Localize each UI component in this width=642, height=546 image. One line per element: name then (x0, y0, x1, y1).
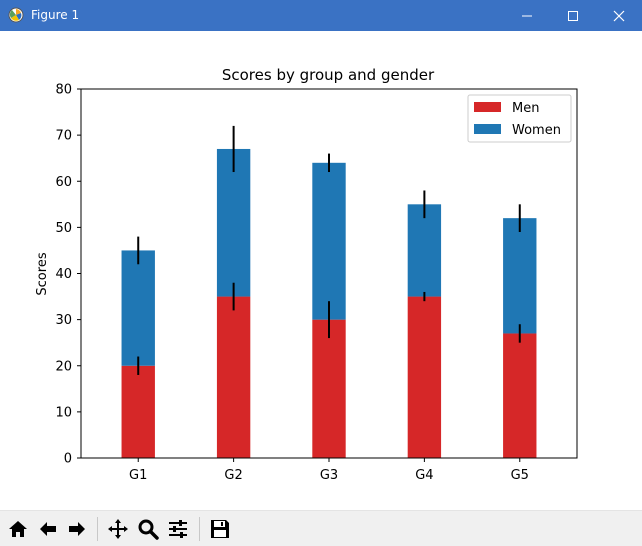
legend-label-men: Men (512, 101, 539, 116)
y-tick-label: 30 (55, 313, 72, 328)
forward-button[interactable] (64, 516, 90, 542)
chart-legend: Men Women (467, 94, 572, 143)
bar-women-g5 (503, 218, 537, 334)
navigation-toolbar (0, 510, 642, 546)
maximize-button[interactable] (550, 0, 596, 31)
pan-move-icon (108, 519, 128, 539)
minimize-icon (522, 15, 532, 17)
x-tick-label: G5 (511, 468, 529, 483)
bar-men-g2 (216, 296, 251, 458)
back-arrow-icon (40, 522, 56, 536)
bar-men-g4 (407, 296, 442, 458)
figure-canvas[interactable]: Scores by group and gender 0 10 20 30 40 50 60… (1, 31, 641, 510)
pan-button[interactable] (105, 516, 131, 542)
configure-subplots-button[interactable] (165, 516, 191, 542)
x-tick-label: G2 (224, 468, 242, 483)
legend-label-women: Women (512, 123, 561, 138)
x-tick-label: G4 (415, 468, 433, 483)
y-tick-label: 40 (55, 267, 72, 282)
window-titlebar[interactable]: Figure 1 (0, 0, 642, 31)
chart-title: Scores by group and gender (222, 66, 435, 84)
legend-swatch-men (474, 102, 501, 112)
zoom-button[interactable] (135, 516, 161, 542)
back-button[interactable] (35, 516, 61, 542)
y-tick-label: 0 (64, 452, 72, 467)
stacked-bar-chart: Scores by group and gender 0 10 20 30 40 50 60… (35, 66, 578, 483)
y-tick-label: 60 (55, 175, 72, 190)
zoom-magnifier-icon (138, 519, 159, 540)
home-icon (9, 521, 27, 537)
y-tick-label: 50 (55, 221, 72, 236)
toolbar-separator (199, 517, 200, 541)
bar-women-g3 (312, 162, 346, 320)
bar-women-g2 (216, 148, 251, 297)
save-button[interactable] (207, 516, 233, 542)
window-title: Figure 1 (31, 8, 80, 22)
close-button[interactable] (596, 0, 642, 31)
toolbar-separator (97, 517, 98, 541)
bar-men-g1 (121, 365, 155, 458)
x-tick-label: G1 (129, 468, 147, 483)
x-tick-label: G3 (320, 468, 338, 483)
y-tick-label: 10 (55, 405, 72, 420)
y-tick-label: 80 (55, 83, 72, 98)
legend-swatch-women (474, 124, 501, 134)
y-tick-label: 70 (55, 129, 72, 144)
subplot-config-icon (169, 520, 187, 538)
bar-men-g5 (503, 333, 537, 458)
y-axis-label: Scores (35, 252, 50, 295)
bar-women-g1 (121, 250, 155, 366)
y-tick-label: 20 (55, 359, 72, 374)
bar-women-g4 (407, 204, 442, 297)
matplotlib-figure-icon (8, 7, 24, 23)
forward-arrow-icon (69, 522, 85, 536)
home-button[interactable] (5, 516, 31, 542)
save-floppy-icon (211, 520, 229, 538)
minimize-button[interactable] (504, 0, 550, 31)
bar-men-g3 (312, 319, 346, 458)
close-icon (613, 10, 625, 22)
maximize-icon (568, 11, 578, 21)
